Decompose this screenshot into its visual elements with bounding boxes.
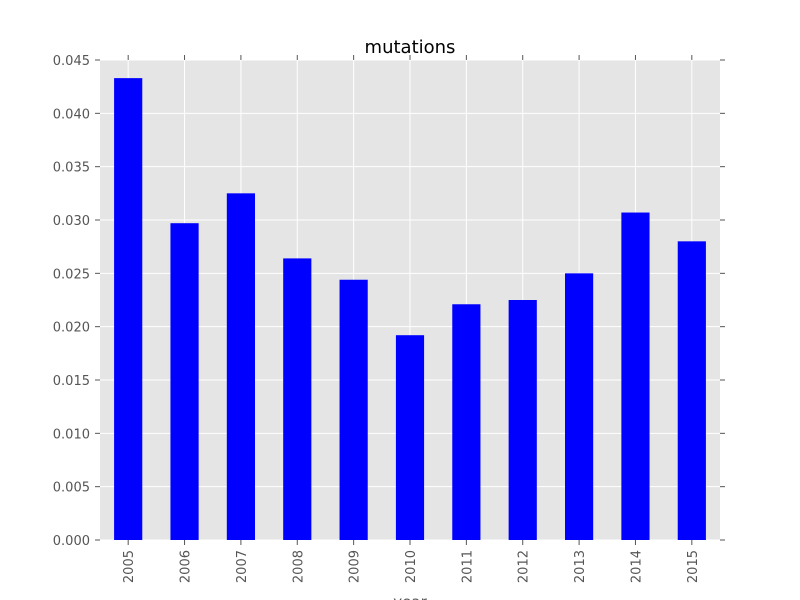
y-tick-label: 0.015 bbox=[53, 374, 90, 389]
x-tick-label: 2015 bbox=[686, 550, 701, 583]
bar-2008 bbox=[283, 258, 312, 540]
y-tick-label: 0.010 bbox=[53, 427, 90, 442]
bar-2007 bbox=[226, 193, 255, 541]
x-tick-label: 2005 bbox=[122, 550, 137, 583]
bar-2012 bbox=[508, 300, 537, 540]
chart-title: mutations bbox=[365, 37, 456, 58]
y-tick-label: 0.045 bbox=[53, 54, 90, 69]
bar-2013 bbox=[565, 273, 594, 540]
x-tick-label: 2008 bbox=[291, 550, 306, 583]
bar-2005 bbox=[114, 78, 143, 540]
bar-2014 bbox=[621, 212, 650, 541]
y-tick-label: 0.005 bbox=[53, 481, 90, 496]
x-tick-label: 2009 bbox=[348, 550, 363, 583]
y-tick-label: 0.000 bbox=[53, 534, 90, 549]
x-tick-label: 2012 bbox=[517, 550, 532, 583]
x-tick-label: 2010 bbox=[404, 550, 419, 583]
y-tick-label: 0.025 bbox=[53, 267, 90, 282]
x-tick-label: 2007 bbox=[235, 550, 250, 583]
x-tick-labels: 2005 2006 2007 2008 2009 2010 2011 2012 2013 2014… bbox=[122, 550, 701, 583]
y-tick-labels: 0.000 0.005 0.010 0.015 0.020 0.025 0.030 0.035… bbox=[53, 54, 90, 549]
bars bbox=[114, 78, 706, 541]
x-tick-label: 2013 bbox=[573, 550, 588, 583]
bar-2009 bbox=[339, 279, 368, 540]
x-tick-label: 2006 bbox=[179, 550, 194, 583]
y-tick-label: 0.030 bbox=[53, 214, 90, 229]
y-tick-label: 0.040 bbox=[53, 107, 90, 122]
bar-2015 bbox=[677, 241, 706, 541]
x-axis-label: year bbox=[393, 593, 427, 600]
y-tick-label: 0.020 bbox=[53, 321, 90, 336]
bar-2006 bbox=[170, 223, 199, 540]
bar-2010 bbox=[395, 335, 425, 540]
tick-marks bbox=[95, 55, 725, 545]
x-tick-label: 2014 bbox=[629, 550, 644, 583]
y-tick-label: 0.035 bbox=[53, 161, 90, 176]
x-tick-label: 2011 bbox=[460, 550, 475, 583]
bar-2011 bbox=[452, 304, 481, 540]
